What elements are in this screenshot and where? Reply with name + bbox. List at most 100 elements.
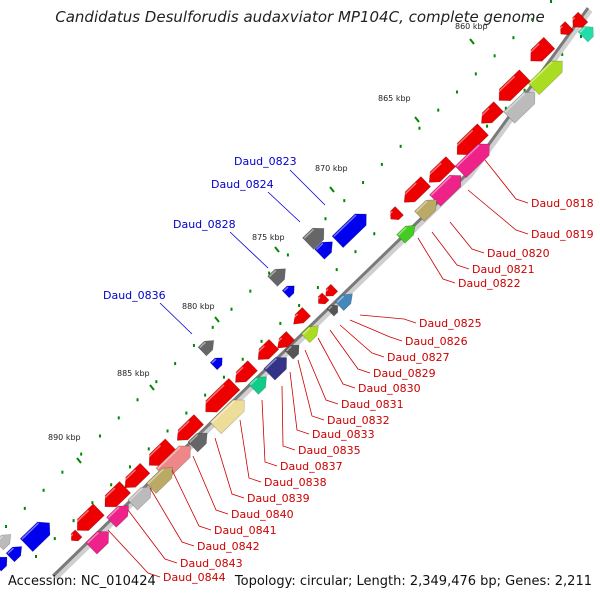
gene-arrow xyxy=(314,241,333,260)
gc-dot xyxy=(493,54,496,58)
gene-arrow xyxy=(85,531,109,555)
gc-dot xyxy=(324,217,327,221)
gene-arrow xyxy=(334,293,353,311)
gene-arrow xyxy=(557,21,574,36)
tick-mark xyxy=(149,384,155,391)
gene-label: Daud_0836 xyxy=(103,289,166,302)
tick-label: 870 kbp xyxy=(315,164,348,173)
gc-dot xyxy=(136,398,139,402)
gene-label: Daud_0821 xyxy=(472,263,535,276)
gc-dot xyxy=(523,88,526,92)
label-leader xyxy=(261,399,278,467)
label-leader xyxy=(159,302,193,335)
gc-dot xyxy=(230,307,233,311)
gc-dot xyxy=(211,325,214,329)
gene-arrow xyxy=(145,467,174,494)
gene-label: Daud_0840 xyxy=(231,508,294,521)
gc-dot xyxy=(117,416,120,420)
label-leader xyxy=(214,437,245,499)
gene-arrow xyxy=(231,360,258,383)
gc-dot xyxy=(110,483,113,487)
gene-label: Daud_0827 xyxy=(387,351,450,364)
gene-arrow xyxy=(69,529,83,542)
label-leader xyxy=(149,487,195,547)
gc-dot xyxy=(298,303,301,307)
accession-text: Accession: NC_010424 xyxy=(8,574,156,589)
tick-mark xyxy=(329,186,335,193)
label-leader xyxy=(297,359,325,421)
gene-arrow xyxy=(106,505,129,528)
tick-label: 890 kbp xyxy=(48,433,81,442)
gc-dot xyxy=(531,18,534,22)
gene-arrow xyxy=(72,503,105,531)
gene-arrow xyxy=(302,227,325,250)
gene-arrow xyxy=(400,176,432,203)
gc-dot xyxy=(174,362,177,366)
gc-dot xyxy=(380,162,383,166)
gene-arrow xyxy=(267,268,286,287)
gc-dot xyxy=(147,447,150,451)
gc-dot xyxy=(418,126,421,130)
gene-label: Daud_0826 xyxy=(405,335,468,348)
gene-arrow xyxy=(0,556,8,572)
gene-label: Daud_0825 xyxy=(419,317,482,330)
gene-label: Daud_0841 xyxy=(214,524,277,537)
gene-label: Daud_0835 xyxy=(298,444,361,457)
label-leader xyxy=(229,231,269,269)
tick-mark xyxy=(469,38,475,45)
gene-arrow xyxy=(569,11,589,28)
gc-dot xyxy=(204,393,207,397)
gene-arrow xyxy=(326,304,339,317)
gene-arrow xyxy=(527,60,563,96)
gc-dot xyxy=(155,380,158,384)
gene-arrow xyxy=(477,101,504,124)
gc-dot xyxy=(23,506,26,510)
gene-label: Daud_0839 xyxy=(247,492,310,505)
tick-label: 860 kbp xyxy=(455,22,488,31)
gc-dot xyxy=(399,144,402,148)
gc-dot xyxy=(335,268,338,272)
gene-arrow xyxy=(0,534,12,551)
label-leader xyxy=(289,371,310,435)
gene-label: Daud_0822 xyxy=(458,277,521,290)
gene-arrow xyxy=(331,213,367,249)
gene-arrow xyxy=(248,376,267,395)
gene-arrow xyxy=(290,307,312,325)
label-leader xyxy=(192,455,229,515)
tick-label: 875 kbp xyxy=(252,233,285,242)
gene-label: Daud_0823 xyxy=(234,155,297,168)
genome-stats: Topology: circular; Length: 2,349,476 bp… xyxy=(234,574,592,589)
gc-dot xyxy=(279,321,282,325)
gc-dot xyxy=(354,250,357,254)
gene-arrow xyxy=(494,69,531,102)
gene-arrow xyxy=(577,26,594,43)
label-leader xyxy=(304,349,339,405)
gene-arrow xyxy=(144,438,177,466)
label-leader xyxy=(329,329,371,374)
gene-label: Daud_0828 xyxy=(173,218,236,231)
reverse-strand-genes xyxy=(69,11,594,555)
gc-dot xyxy=(185,411,188,415)
gc-dot xyxy=(486,124,489,128)
gene-label: Daud_0838 xyxy=(264,476,327,489)
gene-label: Daud_0818 xyxy=(531,197,594,210)
gc-dot xyxy=(61,470,64,474)
gc-dot xyxy=(286,253,289,257)
gene-arrow xyxy=(263,357,287,381)
gene-arrow xyxy=(201,377,241,413)
gc-dot xyxy=(343,199,346,203)
gene-label: Daud_0824 xyxy=(211,178,274,191)
gc-dot xyxy=(166,429,169,433)
label-leaders xyxy=(107,159,529,578)
label-leader xyxy=(317,337,356,389)
gene-arrow xyxy=(414,199,437,222)
gc-dot xyxy=(504,106,507,110)
label-leader xyxy=(431,231,470,270)
gene-arrow xyxy=(387,206,404,221)
tick-marks: 860 kbp 865 kbp 870 kbp 875 kbp 880 kbp 885 k… xyxy=(48,22,488,464)
gc-dot xyxy=(53,537,56,541)
gene-label: Daud_0830 xyxy=(358,382,421,395)
gc-dot xyxy=(35,555,37,558)
gene-arrow xyxy=(526,36,556,62)
gene-arrow xyxy=(425,156,457,183)
